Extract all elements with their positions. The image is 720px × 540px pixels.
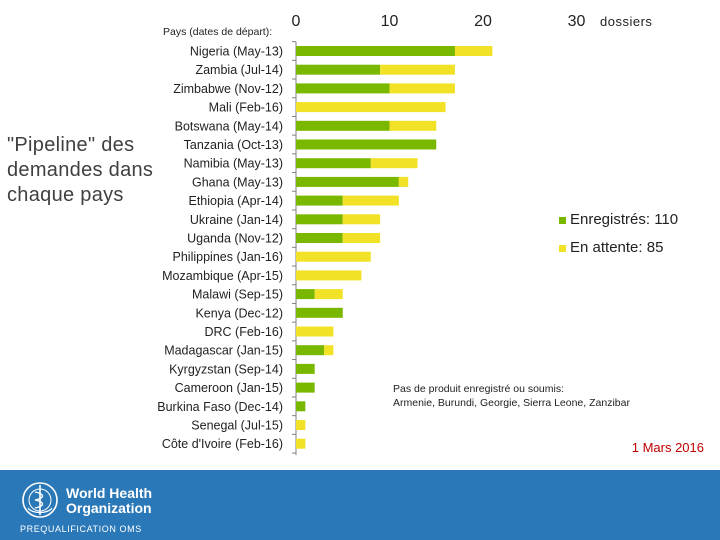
legend-pending: En attente: 85	[559, 239, 663, 256]
category-label: Mozambique (Apr-15)	[162, 269, 283, 283]
legend-registered-label: Enregistrés: 110	[570, 211, 679, 228]
bar-registered	[296, 46, 455, 56]
x-tick-label: 0	[292, 13, 301, 30]
legend-pending-label: En attente: 85	[570, 239, 664, 256]
slide-title: "Pipeline" des demandes dans chaque pays	[7, 134, 154, 206]
category-label: Malawi (Sep-15)	[192, 288, 283, 302]
bar-registered	[296, 233, 343, 243]
category-label: DRC (Feb-16)	[205, 325, 284, 339]
bar-pending	[296, 326, 334, 337]
category-label: Uganda (Nov-12)	[187, 232, 283, 246]
bar-pending	[296, 270, 362, 281]
bar-registered	[296, 158, 371, 169]
bar-registered	[296, 139, 437, 150]
bar-registered	[296, 176, 399, 187]
x-tick-label: 10	[381, 13, 399, 30]
note-line-2: Armenie, Burundi, Georgie, Sierra Leone,…	[393, 397, 630, 409]
bar-pending	[314, 289, 343, 300]
program-label: PREQUALIFICATION OMS	[20, 524, 142, 534]
bar-pending	[398, 176, 409, 187]
who-name-line-2: Organization	[66, 500, 152, 516]
x-tick-label: 30	[568, 13, 586, 30]
bar-pending	[296, 420, 306, 430]
bar-pending	[380, 64, 455, 75]
bar-pending	[370, 158, 418, 169]
category-label: Madagascar (Jan-15)	[164, 344, 283, 358]
bar-registered	[296, 382, 315, 393]
category-label: Cameroon (Jan-15)	[175, 381, 283, 395]
category-label: Kyrgyzstan (Sep-14)	[169, 362, 283, 376]
category-label: Kenya (Dec-12)	[195, 306, 283, 320]
bar-pending	[296, 251, 371, 262]
category-label: Ghana (May-13)	[192, 175, 283, 189]
bar-pending	[342, 195, 399, 206]
bar-pending	[342, 214, 381, 225]
category-label: Ethiopia (Apr-14)	[189, 194, 284, 208]
bar-pending	[296, 438, 306, 449]
bar-registered	[296, 363, 315, 374]
bar-registered	[296, 64, 381, 75]
category-label: Botswana (May-14)	[175, 119, 283, 133]
who-name-line-1: World Health	[66, 485, 153, 501]
category-label: Burkina Faso (Dec-14)	[157, 400, 283, 414]
bar-registered	[296, 214, 343, 225]
country-column-header: Pays (dates de départ):	[163, 26, 273, 38]
legend-registered-swatch	[559, 217, 566, 224]
bar-registered	[296, 345, 325, 356]
bar-pending	[342, 233, 381, 243]
bar-registered	[296, 195, 343, 206]
date-label: 1 Mars 2016	[631, 440, 704, 455]
pipeline-bar-chart: 0 10 20 30 Nigeria (May-13) Zambia (Jul-14) Zi…	[157, 13, 586, 456]
no-product-note: Pas de produit enregistré ou soumis: Arm…	[393, 382, 713, 410]
bar-pending	[454, 46, 493, 56]
who-wordmark: World Health Organization	[66, 486, 186, 516]
legend-pending-swatch	[559, 245, 566, 252]
x-tick-label: 20	[474, 13, 492, 30]
note-line-1: Pas de produit enregistré ou soumis:	[393, 383, 565, 395]
axis-unit-label: dossiers	[600, 14, 653, 29]
bar-pending	[324, 345, 334, 356]
bar-registered	[296, 83, 390, 94]
bar-registered	[296, 307, 343, 318]
who-emblem-icon	[22, 482, 58, 518]
bar-pending	[389, 120, 437, 131]
category-label: Nigeria (May-13)	[190, 45, 283, 59]
category-label: Zambia (Jul-14)	[195, 63, 283, 77]
bar-registered	[296, 289, 315, 300]
bar-pending	[389, 83, 455, 94]
bar-pending	[296, 102, 446, 113]
category-label: Ukraine (Jan-14)	[190, 213, 283, 227]
category-label: Philippines (Jan-16)	[173, 250, 283, 264]
category-label: Mali (Feb-16)	[209, 101, 283, 115]
category-label: Senegal (Jul-15)	[191, 419, 283, 433]
bar-registered	[296, 401, 306, 412]
footer-bar	[0, 470, 720, 540]
category-label: Namibia (May-13)	[184, 157, 283, 171]
category-label: Côte d'Ivoire (Feb-16)	[162, 437, 283, 451]
legend-registered: Enregistrés: 110	[559, 211, 678, 228]
category-label: Tanzania (Oct-13)	[184, 138, 283, 152]
bar-registered	[296, 120, 390, 131]
category-label: Zimbabwe (Nov-12)	[173, 82, 283, 96]
